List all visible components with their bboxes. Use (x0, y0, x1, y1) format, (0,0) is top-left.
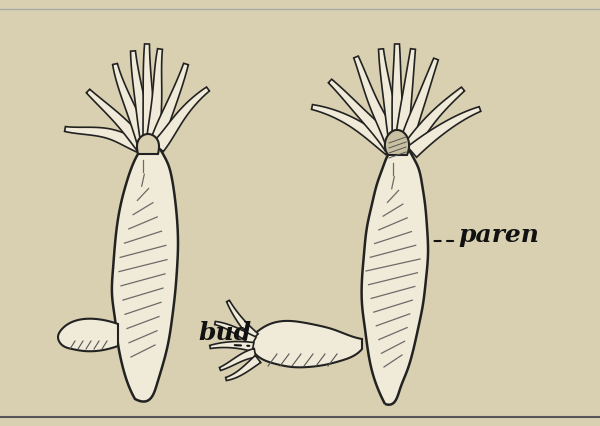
Polygon shape (220, 349, 256, 371)
Polygon shape (65, 127, 145, 154)
Polygon shape (362, 144, 428, 405)
Polygon shape (395, 49, 415, 145)
Polygon shape (407, 107, 481, 158)
Polygon shape (226, 356, 261, 381)
Polygon shape (250, 321, 362, 368)
Polygon shape (146, 49, 163, 145)
Polygon shape (149, 64, 188, 148)
Polygon shape (113, 64, 152, 149)
Polygon shape (392, 45, 406, 144)
Text: paren: paren (458, 222, 539, 246)
Polygon shape (112, 144, 178, 402)
Polygon shape (58, 319, 118, 351)
Polygon shape (209, 342, 254, 351)
Polygon shape (215, 322, 256, 345)
Polygon shape (403, 88, 464, 153)
Polygon shape (385, 131, 409, 155)
Polygon shape (143, 45, 157, 145)
Polygon shape (86, 90, 148, 152)
Polygon shape (153, 88, 209, 152)
Polygon shape (379, 50, 403, 145)
Polygon shape (131, 52, 155, 146)
Polygon shape (137, 135, 159, 155)
Polygon shape (399, 59, 438, 148)
Polygon shape (354, 57, 400, 148)
Polygon shape (328, 80, 397, 152)
Text: bud: bud (198, 320, 251, 344)
Polygon shape (311, 105, 394, 155)
Polygon shape (227, 301, 258, 340)
